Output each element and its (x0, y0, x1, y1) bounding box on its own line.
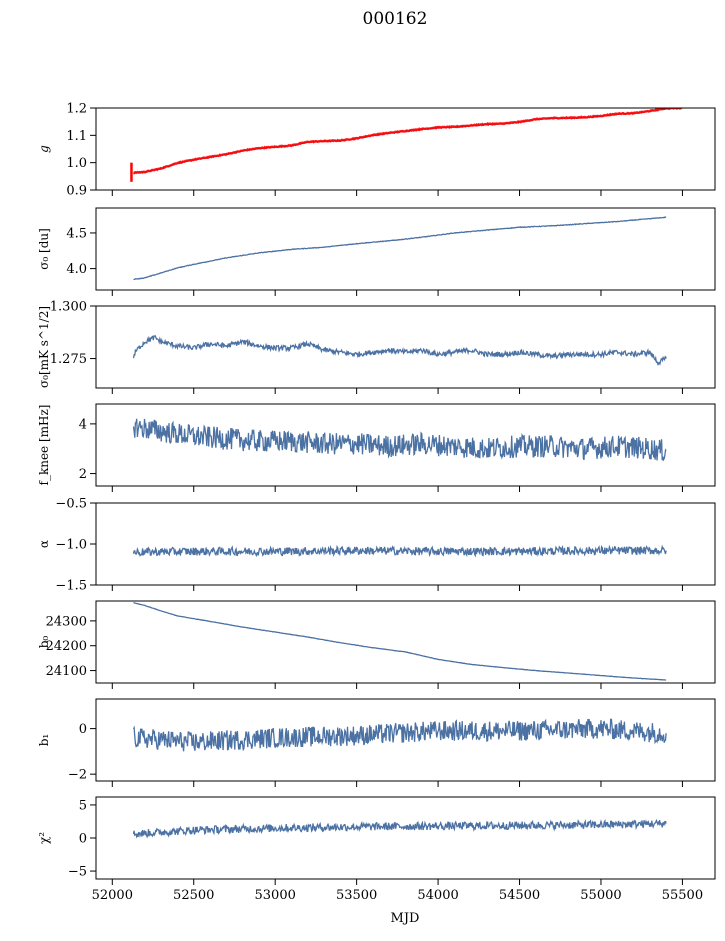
panel-frame (95, 502, 716, 586)
y-tick-label: 24200 (46, 639, 87, 654)
data-series-line (132, 418, 667, 462)
panel-frame (95, 698, 716, 782)
panel-4: 2 4 f_knee [mHz] (37, 403, 716, 492)
y-axis-label: f_knee [mHz] (37, 405, 51, 486)
panel-6: 24100 24200 24300 b₀ (37, 600, 716, 689)
y-tick-label: 1.0 (66, 156, 87, 171)
panel-frame (95, 207, 716, 291)
panel-1: 0.9 1.0 1.1 1.2 g (37, 102, 716, 199)
panel-frame (95, 403, 716, 487)
y-tick-label: 4.0 (66, 262, 87, 277)
y-tick-label: −2 (68, 768, 87, 783)
panels: 0.9 1.0 1.1 1.2 g 4.0 4.5 σ₀ [du] 1.275 1.300σ₀[m… (37, 102, 716, 903)
x-tick-label: 53000 (255, 888, 296, 903)
panel-5: −1.5 −1.0 −0.5 α (37, 497, 716, 594)
panel-frame (95, 600, 716, 684)
x-tick-label: 55500 (662, 888, 703, 903)
y-tick-label: 1.275 (50, 352, 87, 367)
y-axis-label: α (37, 540, 51, 548)
y-tick-label: 0 (79, 722, 87, 737)
data-series-line (133, 602, 667, 681)
x-tick-label: 54500 (499, 888, 540, 903)
data-series-line (132, 718, 667, 752)
y-tick-label: −1.5 (55, 579, 87, 594)
y-tick-label: 5 (79, 798, 87, 813)
y-tick-label: 4.5 (66, 226, 87, 241)
y-tick-label: −0.5 (55, 497, 87, 512)
y-tick-label: −5 (68, 865, 87, 880)
y-tick-label: 0 (79, 832, 87, 847)
y-tick-label: 1.300 (50, 300, 87, 315)
y-axis-label: σ₀ [du] (37, 228, 51, 270)
data-series-line (132, 818, 667, 839)
panel-frame (95, 107, 716, 191)
y-tick-label: 24100 (46, 664, 87, 679)
x-tick-label: 53500 (336, 888, 377, 903)
y-axis-label: g (37, 145, 51, 153)
y-tick-label: 1.1 (66, 129, 87, 144)
y-tick-label: 4 (79, 417, 87, 432)
fit-series-line (132, 108, 683, 175)
y-tick-label: 1.2 (66, 102, 87, 117)
figure-title: 000162 (363, 9, 428, 29)
y-axis-label: b₀ (37, 636, 51, 649)
data-series-line (133, 216, 667, 281)
x-tick-label: 55000 (580, 888, 621, 903)
y-tick-label: 24300 (46, 614, 87, 629)
data-series-line (132, 544, 667, 558)
y-tick-label: 0.9 (66, 184, 87, 199)
y-tick-label: −1.0 (55, 538, 87, 553)
y-axis-label: σ₀[mK s^1/2] (37, 306, 51, 388)
x-tick-label: 52500 (173, 888, 214, 903)
y-axis-label: χ² (37, 832, 51, 844)
x-axis-label: MJD (391, 911, 420, 926)
panel-7: −2 0 b₁ (37, 698, 716, 787)
x-tick-label: 54000 (417, 888, 458, 903)
data-series-line (132, 335, 667, 366)
x-tick-label: 52000 (92, 888, 133, 903)
panel-2: 4.0 4.5 σ₀ [du] (37, 207, 716, 296)
panel-8: −5 0 5 52000 52500 53000 53500 54000 54500 55000 5… (37, 796, 716, 903)
y-axis-label: b₁ (37, 734, 51, 747)
y-tick-label: 2 (79, 467, 87, 482)
panel-frame (95, 305, 716, 389)
panel-frame (95, 796, 716, 880)
